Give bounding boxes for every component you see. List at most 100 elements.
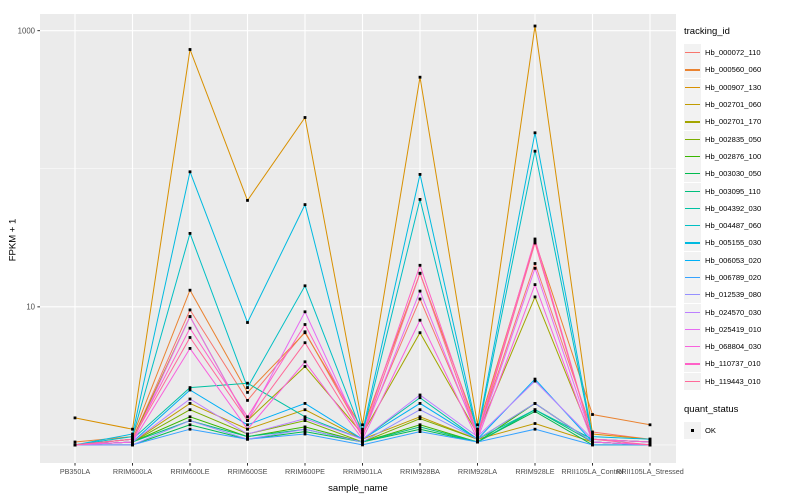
data-point bbox=[188, 415, 192, 419]
data-point bbox=[131, 432, 134, 436]
legend-item: Hb_012539_080 bbox=[684, 286, 798, 304]
series-color-swatch bbox=[685, 121, 700, 123]
data-point bbox=[533, 377, 537, 381]
legend-item: Hb_025419_010 bbox=[684, 320, 798, 338]
legend-item: Hb_003095_110 bbox=[684, 182, 798, 200]
series-color-swatch bbox=[685, 363, 700, 365]
legend-item-label: Hb_119443_010 bbox=[705, 376, 761, 386]
legend-item: Hb_006789_020 bbox=[684, 269, 798, 286]
data-point bbox=[418, 271, 422, 275]
legend-key bbox=[684, 355, 701, 373]
data-point bbox=[188, 308, 192, 312]
data-point bbox=[418, 318, 422, 322]
data-point bbox=[591, 440, 594, 444]
x-tick-label: RRIM928LE bbox=[515, 467, 554, 476]
data-point bbox=[533, 410, 537, 413]
series-color-swatch bbox=[685, 328, 700, 331]
series-color-swatch bbox=[685, 86, 700, 88]
legend-item: Hb_005155_030 bbox=[684, 234, 798, 252]
legend-item: Hb_000907_130 bbox=[684, 78, 798, 96]
data-point bbox=[648, 440, 652, 444]
data-point bbox=[418, 331, 422, 335]
legend-item-label: OK bbox=[705, 426, 716, 436]
legend-key bbox=[684, 44, 701, 62]
series-color-swatch bbox=[685, 380, 700, 382]
data-point bbox=[303, 116, 307, 119]
legend-item-label: Hb_003095_110 bbox=[705, 186, 761, 196]
data-point bbox=[418, 415, 422, 419]
legend-item-label: Hb_000072_110 bbox=[705, 48, 761, 58]
data-point bbox=[246, 391, 249, 394]
data-point bbox=[418, 408, 422, 412]
data-point bbox=[188, 397, 192, 401]
data-point bbox=[188, 427, 192, 431]
data-point bbox=[418, 173, 422, 176]
data-point bbox=[418, 297, 422, 301]
data-point bbox=[533, 239, 537, 243]
data-point bbox=[533, 24, 537, 28]
series-color-swatch bbox=[685, 294, 700, 296]
y-tick-label: 10 bbox=[26, 302, 35, 311]
data-point bbox=[303, 408, 307, 412]
data-point bbox=[188, 288, 192, 292]
legend-key bbox=[684, 286, 701, 304]
data-point bbox=[533, 422, 537, 425]
data-point bbox=[591, 413, 594, 416]
legend-key bbox=[684, 78, 701, 96]
legend-item-label: Hb_000560_060 bbox=[705, 65, 762, 75]
data-point bbox=[591, 443, 594, 447]
legend-item-label: Hb_000907_130 bbox=[705, 82, 762, 92]
data-point bbox=[533, 402, 537, 405]
data-point bbox=[188, 315, 192, 318]
data-point bbox=[303, 331, 307, 335]
legend-item-label: Hb_002876_100 bbox=[705, 151, 762, 161]
legend-item-label: Hb_002701_170 bbox=[705, 117, 762, 127]
data-point bbox=[533, 283, 537, 286]
legend-key bbox=[684, 147, 701, 165]
x-tick-label: RRIM600SE bbox=[228, 467, 268, 476]
data-point bbox=[361, 437, 364, 441]
legend-title-quant-status: quant_status bbox=[684, 403, 739, 415]
data-point bbox=[361, 423, 364, 427]
legend-key bbox=[684, 182, 701, 200]
data-point bbox=[246, 381, 249, 385]
legend-item: Hb_003030_050 bbox=[684, 165, 798, 183]
data-point bbox=[361, 443, 364, 447]
data-point bbox=[533, 408, 537, 412]
series-color-swatch bbox=[685, 311, 700, 313]
data-point bbox=[418, 393, 422, 397]
legend-item-label: Hb_004487_060 bbox=[705, 221, 762, 231]
legend-item: Hb_000560_060 bbox=[684, 61, 798, 79]
legend-key bbox=[684, 113, 701, 131]
legend-item-label: Hb_002701_060 bbox=[705, 100, 762, 110]
legend-items: Hb_000072_110 Hb_000560_060 Hb_000907_130 H… bbox=[684, 44, 798, 390]
legend-item-label: Hb_024570_030 bbox=[705, 307, 762, 317]
data-point bbox=[131, 443, 134, 447]
legend-item-ok: OK bbox=[684, 422, 798, 440]
legend-item-label: Hb_005155_030 bbox=[705, 238, 762, 248]
series-color-swatch bbox=[685, 225, 700, 227]
data-point bbox=[188, 388, 192, 392]
data-point bbox=[533, 131, 537, 135]
data-point bbox=[533, 266, 537, 270]
legend-item-label: Hb_006789_020 bbox=[705, 273, 762, 282]
legend-item: Hb_000072_110 bbox=[684, 44, 798, 62]
x-tick-label: RRIM600PE bbox=[285, 467, 325, 476]
data-point bbox=[73, 443, 77, 447]
data-point bbox=[591, 435, 594, 438]
data-point bbox=[188, 48, 192, 51]
legend-item-label: Hb_068804_030 bbox=[705, 342, 762, 352]
data-point bbox=[418, 289, 422, 293]
legend-item-label: Hb_004392_030 bbox=[705, 203, 762, 213]
quant-ok-key bbox=[684, 422, 701, 440]
data-point bbox=[476, 430, 479, 433]
data-point bbox=[246, 435, 249, 438]
data-point bbox=[303, 203, 307, 206]
data-point bbox=[648, 423, 652, 427]
data-point bbox=[303, 415, 307, 419]
series-color-swatch bbox=[685, 155, 700, 158]
data-point bbox=[246, 419, 249, 422]
data-point bbox=[476, 440, 479, 444]
data-point bbox=[246, 399, 249, 402]
